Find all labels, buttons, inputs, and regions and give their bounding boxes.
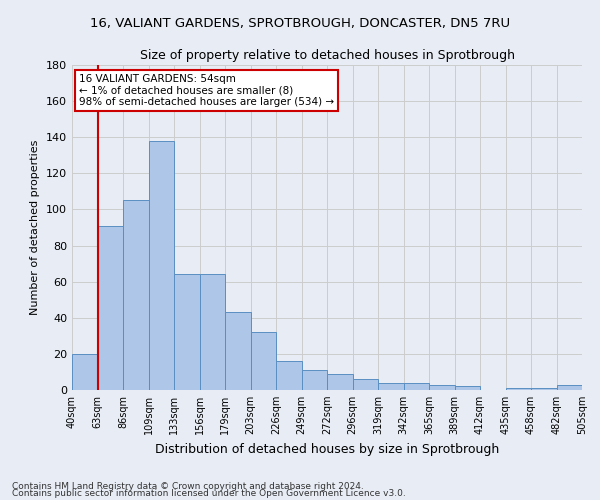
Bar	[327, 374, 353, 390]
Bar	[302, 370, 327, 390]
Y-axis label: Number of detached properties: Number of detached properties	[31, 140, 40, 315]
Bar	[505, 388, 531, 390]
Bar	[276, 361, 302, 390]
Bar	[353, 379, 378, 390]
Bar	[123, 200, 149, 390]
Text: Contains HM Land Registry data © Crown copyright and database right 2024.: Contains HM Land Registry data © Crown c…	[12, 482, 364, 491]
Title: Size of property relative to detached houses in Sprotbrough: Size of property relative to detached ho…	[139, 50, 515, 62]
Bar	[72, 354, 97, 390]
X-axis label: Distribution of detached houses by size in Sprotbrough: Distribution of detached houses by size …	[155, 442, 499, 456]
Bar	[225, 312, 251, 390]
Bar	[251, 332, 276, 390]
Bar	[557, 384, 582, 390]
Bar	[199, 274, 225, 390]
Bar	[455, 386, 480, 390]
Bar	[378, 383, 404, 390]
Bar	[149, 141, 174, 390]
Text: 16, VALIANT GARDENS, SPROTBROUGH, DONCASTER, DN5 7RU: 16, VALIANT GARDENS, SPROTBROUGH, DONCAS…	[90, 18, 510, 30]
Bar	[429, 384, 455, 390]
Bar	[404, 383, 429, 390]
Bar	[97, 226, 123, 390]
Text: 16 VALIANT GARDENS: 54sqm
← 1% of detached houses are smaller (8)
98% of semi-de: 16 VALIANT GARDENS: 54sqm ← 1% of detach…	[79, 74, 334, 107]
Text: Contains public sector information licensed under the Open Government Licence v3: Contains public sector information licen…	[12, 489, 406, 498]
Bar	[174, 274, 199, 390]
Bar	[531, 388, 557, 390]
